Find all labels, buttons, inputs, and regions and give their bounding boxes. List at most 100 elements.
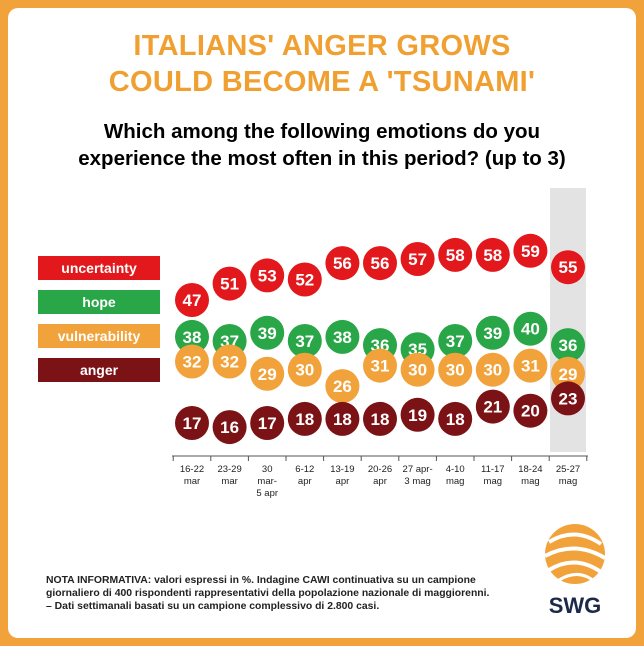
- data-point-anger: [551, 381, 585, 416]
- footnote: NOTA INFORMATIVA: valori espressi in %. …: [46, 574, 546, 613]
- data-point-hope: [175, 319, 209, 354]
- data-point-uncertainty: [400, 242, 435, 276]
- data-point-anger: [212, 410, 247, 445]
- legend: uncertainty hope vulnerability anger: [38, 256, 160, 392]
- data-point-hope: [287, 324, 322, 358]
- data-point-anger: [175, 406, 209, 440]
- data-label-hope: 38: [333, 328, 352, 347]
- data-point-vulnerability: [212, 344, 247, 379]
- data-label-uncertainty: 52: [295, 271, 314, 290]
- data-point-uncertainty: [551, 250, 585, 285]
- data-label-hope: 39: [258, 324, 277, 343]
- x-tick-label: 20-26 apr: [368, 464, 392, 487]
- data-point-hope: [475, 315, 510, 350]
- data-point-anger: [513, 393, 548, 428]
- data-label-uncertainty: 55: [559, 258, 578, 277]
- legend-hope: hope: [38, 290, 160, 314]
- headline-line-1: ITALIANS' ANGER GROWS: [133, 30, 511, 62]
- data-point-uncertainty: [287, 262, 322, 297]
- swg-logo: SWG: [535, 520, 615, 620]
- data-label-vulnerability: 29: [258, 365, 277, 384]
- data-point-vulnerability: [175, 344, 209, 379]
- question-line-2: experience the most often in this period…: [78, 147, 566, 170]
- data-label-vulnerability: 32: [220, 353, 239, 372]
- x-tick-label: 16-22 mar: [180, 464, 204, 487]
- data-label-vulnerability: 30: [295, 361, 314, 380]
- x-tick-label: 27 apr-3 mag: [403, 464, 433, 487]
- data-point-uncertainty: [250, 258, 285, 293]
- data-label-hope: 38: [183, 328, 202, 347]
- data-label-vulnerability: 31: [371, 357, 390, 376]
- data-label-uncertainty: 56: [333, 254, 352, 273]
- data-label-uncertainty: 51: [220, 275, 239, 294]
- data-point-uncertainty: [475, 237, 510, 272]
- data-point-anger: [287, 401, 322, 436]
- data-label-uncertainty: 56: [371, 254, 390, 273]
- data-point-hope: [551, 328, 585, 363]
- globe-icon: [544, 524, 607, 584]
- x-tick-label: 11-17 mag: [481, 464, 505, 487]
- data-point-uncertainty: [175, 283, 209, 317]
- x-tick-label: 13-19 apr: [330, 464, 354, 487]
- x-tick-label: 6-12 apr: [295, 464, 314, 487]
- data-label-vulnerability: 30: [446, 361, 465, 380]
- data-point-hope: [325, 319, 360, 354]
- data-label-hope: 40: [521, 320, 540, 339]
- data-label-anger: 18: [371, 410, 390, 429]
- headline-line-2: COULD BECOME A 'TSUNAMI': [108, 66, 536, 98]
- x-tick-label: 25-27 mag: [556, 464, 580, 487]
- data-label-uncertainty: 53: [258, 266, 277, 285]
- data-point-uncertainty: [212, 266, 247, 301]
- x-tick-label: 4-10 mag: [446, 464, 465, 487]
- logo-text: SWG: [548, 593, 602, 618]
- data-point-hope: [513, 311, 548, 346]
- data-point-anger: [250, 406, 285, 440]
- data-point-anger: [363, 401, 397, 436]
- data-point-anger: [438, 401, 473, 436]
- data-label-uncertainty: 58: [483, 246, 502, 265]
- x-tick-label: 23-29 mar: [217, 464, 241, 487]
- data-point-anger: [325, 401, 360, 436]
- data-point-vulnerability: [438, 352, 473, 387]
- data-label-anger: 18: [333, 410, 352, 429]
- data-label-anger: 18: [295, 410, 314, 429]
- data-point-vulnerability: [475, 352, 510, 387]
- data-label-anger: 21: [483, 398, 502, 417]
- data-point-vulnerability: [363, 348, 397, 383]
- data-point-vulnerability: [250, 356, 285, 391]
- data-label-vulnerability: 29: [559, 365, 578, 384]
- x-tick-label: 18-24 mag: [518, 464, 542, 487]
- footnote-line-3: – Dati settimanali basati su un campione…: [46, 601, 380, 612]
- data-point-uncertainty: [513, 233, 548, 268]
- data-label-vulnerability: 30: [408, 361, 427, 380]
- legend-vulnerability: vulnerability: [38, 324, 160, 348]
- data-point-anger: [475, 389, 510, 424]
- survey-question: Which among the following emotions do yo…: [0, 118, 644, 172]
- data-label-anger: 17: [183, 414, 202, 433]
- data-point-vulnerability: [551, 356, 585, 391]
- data-point-vulnerability: [400, 352, 435, 387]
- data-label-uncertainty: 59: [521, 242, 540, 261]
- data-label-hope: 36: [559, 336, 578, 355]
- data-label-anger: 16: [220, 418, 239, 437]
- data-point-hope: [250, 315, 285, 350]
- data-point-vulnerability: [287, 352, 322, 387]
- footnote-line-1: NOTA INFORMATIVA: valori espressi in %. …: [46, 575, 476, 586]
- data-point-vulnerability: [513, 348, 548, 383]
- data-label-uncertainty: 58: [446, 246, 465, 265]
- data-label-anger: 18: [446, 410, 465, 429]
- data-point-uncertainty: [325, 246, 360, 281]
- data-label-anger: 17: [258, 414, 277, 433]
- data-label-vulnerability: 30: [483, 361, 502, 380]
- x-tick-label: 30 mar-5 apr: [256, 464, 278, 499]
- data-label-hope: 37: [295, 332, 314, 351]
- data-label-anger: 19: [408, 406, 427, 425]
- footnote-line-2: giornaliero di 400 rispondenti rappresen…: [46, 588, 490, 599]
- data-label-uncertainty: 47: [183, 291, 202, 310]
- data-label-hope: 37: [446, 332, 465, 351]
- question-line-1: Which among the following emotions do yo…: [103, 120, 541, 143]
- data-label-vulnerability: 31: [521, 357, 540, 376]
- data-label-anger: 20: [521, 402, 540, 421]
- data-label-anger: 23: [559, 389, 578, 408]
